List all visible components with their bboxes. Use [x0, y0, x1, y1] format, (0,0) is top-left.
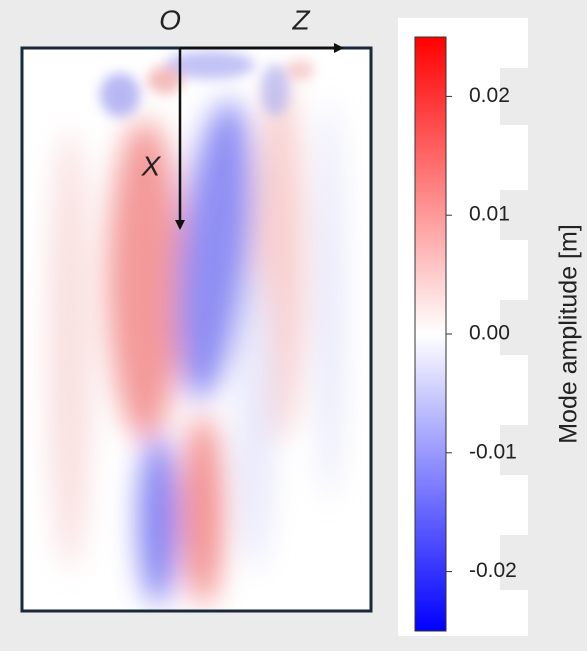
mode-field	[48, 51, 342, 605]
z-label: Z	[291, 4, 310, 35]
origin-label: O	[159, 4, 181, 35]
colorbar-tick-label: 0.00	[469, 322, 510, 345]
x-label: X	[141, 150, 162, 181]
colorbar	[414, 36, 447, 632]
colorbar-tick-label: 0.01	[469, 203, 510, 226]
colorbar-tick-label: -0.01	[469, 440, 517, 463]
colorbar-tick-label: -0.02	[469, 559, 517, 582]
colorbar-tick-label: 0.02	[469, 84, 510, 107]
colorbar-label: Mode amplitude [m]	[555, 224, 583, 444]
